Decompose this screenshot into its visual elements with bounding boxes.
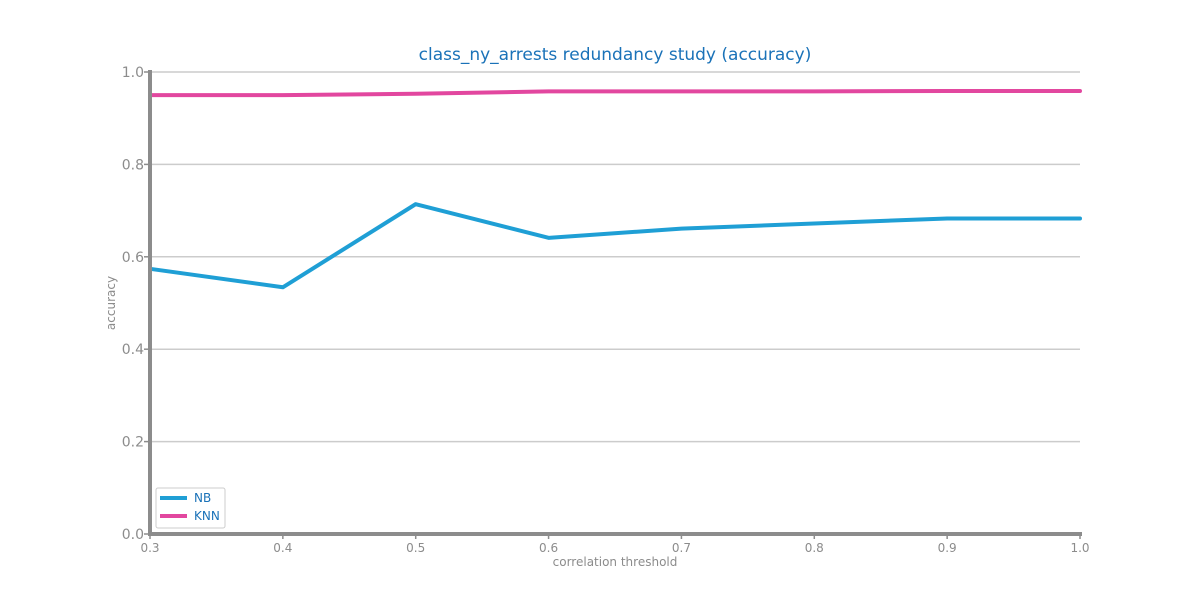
y-tick-label-2: 0.4 [122, 342, 144, 358]
legend: NB KNN [155, 487, 226, 529]
series-line-knn [148, 88, 1082, 98]
y-tick-label-5: 1.0 [122, 65, 144, 81]
x-tick-label-1: 0.4 [273, 541, 292, 555]
chart-title: class_ny_arrests redundancy study (accur… [419, 45, 812, 65]
series-lines [148, 88, 1082, 290]
x-tick-label-6: 0.9 [938, 541, 957, 555]
x-axis-label: correlation threshold [553, 555, 678, 569]
series-line-nb [148, 202, 1082, 290]
y-tick-label-0: 0.0 [122, 527, 144, 543]
y-tick-label-1: 0.2 [122, 435, 144, 451]
legend-label-nb: NB [194, 491, 211, 505]
x-tick-label-4: 0.7 [672, 541, 691, 555]
tick-labels: 0.0 0.2 0.4 0.6 0.8 1.0 0.3 0.4 0.5 0.6 0.7 0.8 0.9 1… [122, 65, 1090, 555]
grid-lines [150, 71, 1080, 535]
x-tick-label-3: 0.6 [539, 541, 558, 555]
y-axis-label: accuracy [104, 276, 118, 330]
x-tick-label-7: 1.0 [1070, 541, 1089, 555]
y-tick-label-3: 0.6 [122, 250, 144, 266]
legend-label-knn: KNN [194, 509, 220, 523]
x-tick-label-2: 0.5 [406, 541, 425, 555]
axes [148, 70, 1082, 536]
x-tick-label-0: 0.3 [140, 541, 159, 555]
y-tick-label-4: 0.8 [122, 157, 144, 173]
x-tick-label-5: 0.8 [805, 541, 824, 555]
